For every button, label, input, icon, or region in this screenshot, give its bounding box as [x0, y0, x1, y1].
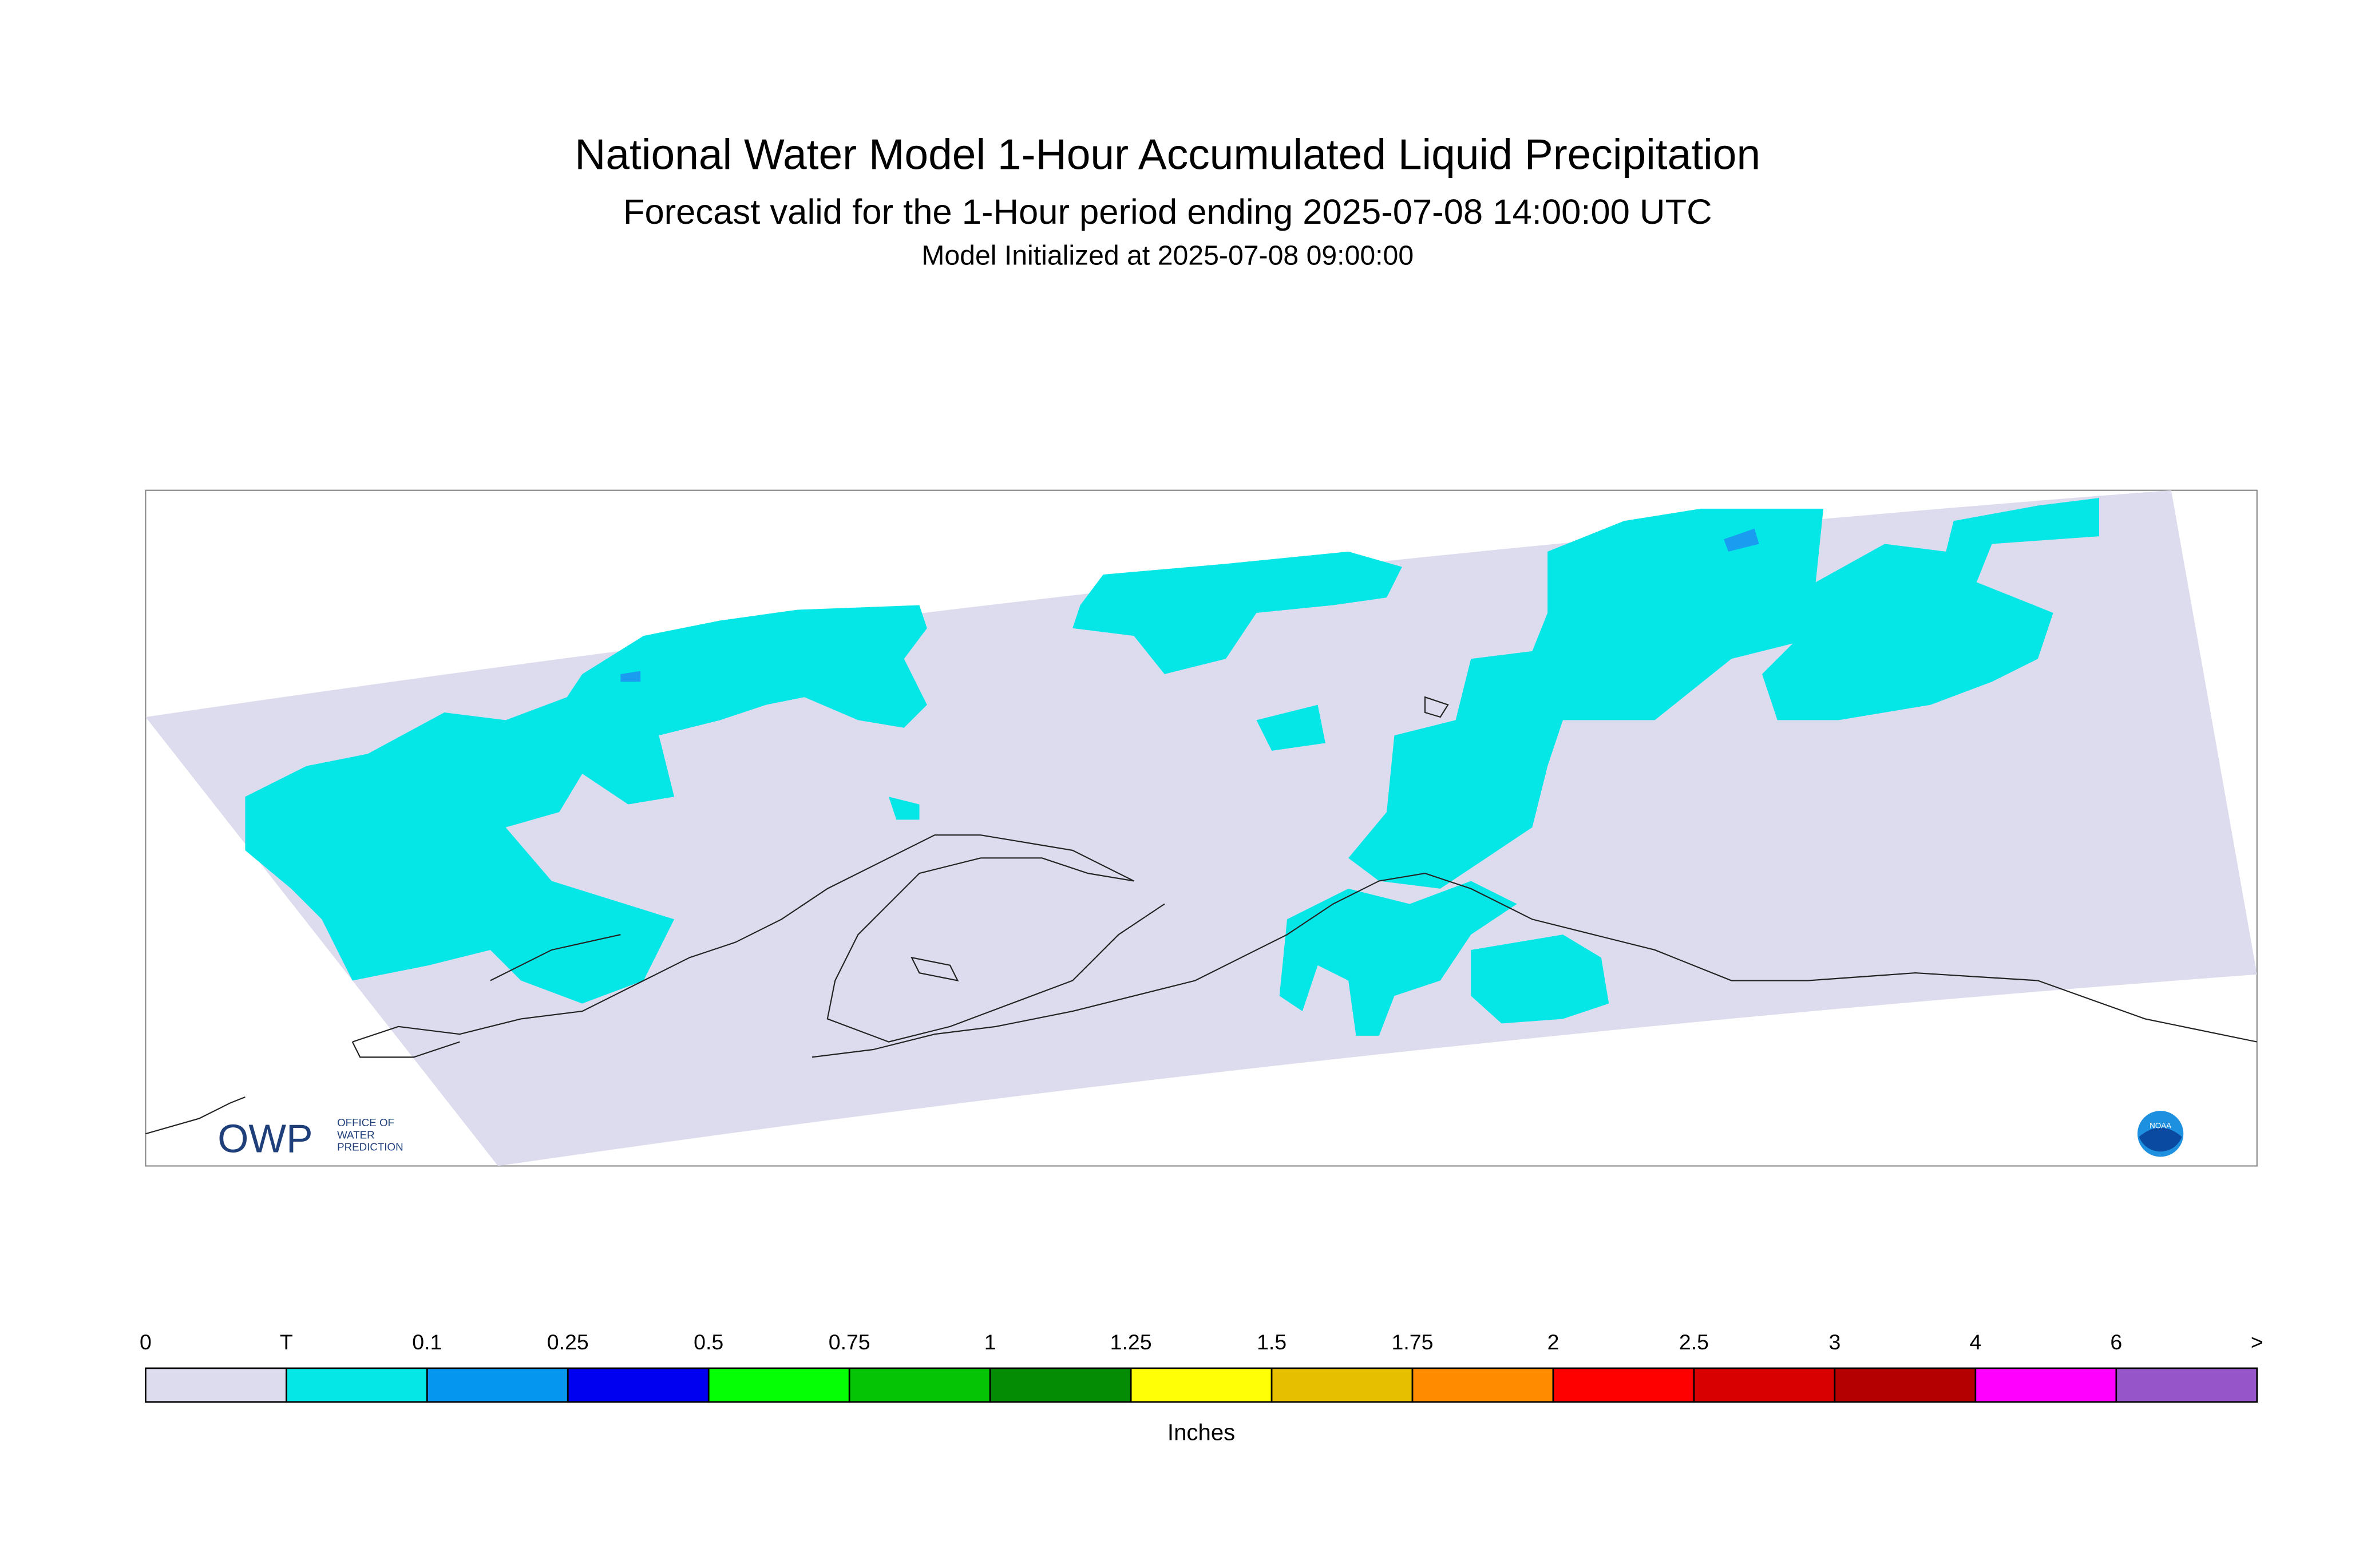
coastlines	[145, 696, 2258, 1135]
legend-label: 0.5	[694, 1330, 723, 1354]
legend-label: 0.25	[547, 1330, 589, 1354]
legend-swatch	[1270, 1367, 1414, 1403]
legend-swatch	[1130, 1367, 1273, 1403]
legend-label: 0.1	[412, 1330, 442, 1354]
owp-logo-line: WATER	[337, 1129, 375, 1141]
legend-label: 2	[1547, 1330, 1559, 1354]
legend-label: 1	[984, 1330, 996, 1354]
legend-swatch	[848, 1367, 991, 1403]
owp-logo-line: OFFICE OF	[337, 1116, 394, 1129]
legend: 0 T 0.1 0.25 0.5 0.75 1 1.25 1.5 1.75 2 2.5 3 4 6 >	[140, 1330, 2263, 1403]
legend-label: 0.75	[829, 1330, 870, 1354]
legend-label: T	[280, 1330, 293, 1354]
init-time: Model Initialized at 2025-07-08 09:00:00	[921, 240, 1414, 271]
legend-swatch	[2115, 1367, 2258, 1403]
precip-areas	[245, 498, 2100, 1036]
legend-swatch	[567, 1367, 710, 1403]
noaa-logo-text: NOAA	[2150, 1121, 2171, 1130]
legend-label: 1.5	[1257, 1330, 1287, 1354]
legend-swatch	[707, 1367, 850, 1403]
legend-label: 1.25	[1110, 1330, 1152, 1354]
legend-label: 2.5	[1679, 1330, 1709, 1354]
legend-swatch	[1693, 1367, 1836, 1403]
owp-logo-line: PREDICTION	[337, 1141, 403, 1153]
legend-swatch	[1552, 1367, 1695, 1403]
legend-label: >	[2251, 1330, 2263, 1354]
map: OWP OFFICE OF WATER PREDICTION NOAA	[145, 489, 2258, 1167]
legend-swatch	[426, 1367, 569, 1403]
legend-swatch	[989, 1367, 1132, 1403]
noaa-logo-wave	[2139, 1127, 2182, 1152]
legend-units: Inches	[1167, 1420, 1235, 1446]
title: National Water Model 1-Hour Accumulated …	[575, 130, 1760, 179]
legend-label: 0	[140, 1330, 152, 1354]
noaa-logo: NOAA	[2137, 1111, 2184, 1157]
owp-logo: OWP OFFICE OF WATER PREDICTION	[217, 1116, 403, 1161]
legend-swatch	[286, 1367, 428, 1403]
subtitle: Forecast valid for the 1-Hour period end…	[623, 192, 1712, 232]
legend-label: 3	[1828, 1330, 1840, 1354]
owp-logo-text: OWP	[217, 1116, 312, 1161]
legend-swatch	[145, 1367, 287, 1403]
legend-label: 1.75	[1392, 1330, 1434, 1354]
legend-swatch	[1834, 1367, 1977, 1403]
legend-label: 6	[2110, 1330, 2122, 1354]
legend-label: 4	[1969, 1330, 1981, 1354]
legend-swatch	[1411, 1367, 1554, 1403]
legend-swatch	[1974, 1367, 2117, 1403]
